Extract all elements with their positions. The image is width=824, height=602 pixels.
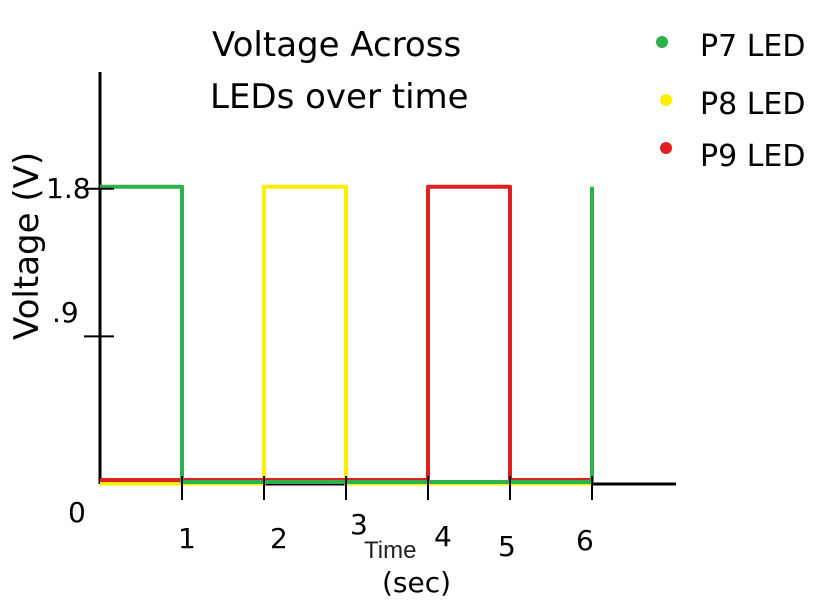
x-tick-label-2: 2 (270, 522, 288, 555)
legend-marker-p7 (656, 36, 668, 48)
x-axis-label: Time (364, 537, 416, 564)
origin-label: 0 (68, 496, 86, 529)
x-tick-label-6: 6 (576, 524, 594, 557)
legend-label-p8: P8 LED (700, 87, 805, 122)
x-axis-unit-label: (sec) (382, 566, 451, 599)
legend-marker-p9 (660, 142, 672, 154)
legend: P7 LED P8 LED P9 LED (656, 29, 805, 174)
x-tick-label-5: 5 (498, 530, 516, 563)
y-tick-label-1.8: 1.8 (46, 172, 91, 205)
legend-marker-p8 (660, 94, 672, 106)
legend-label-p9: P9 LED (700, 139, 805, 174)
legend-label-p7: P7 LED (700, 29, 805, 64)
y-axis-label: Voltage (V) (7, 152, 47, 340)
series-line-p8-led (100, 184, 592, 486)
chart-title-line-2: LEDs over time (210, 77, 469, 117)
tick-layer (84, 187, 593, 500)
chart-title-line-1: Voltage Across (212, 25, 461, 65)
y-tick-label-0.9: .9 (52, 296, 79, 329)
x-tick-label-4: 4 (434, 520, 452, 553)
series-layer (100, 184, 594, 486)
x-tick-label-1: 1 (178, 522, 196, 555)
x-tick-label-3: 3 (350, 508, 368, 541)
